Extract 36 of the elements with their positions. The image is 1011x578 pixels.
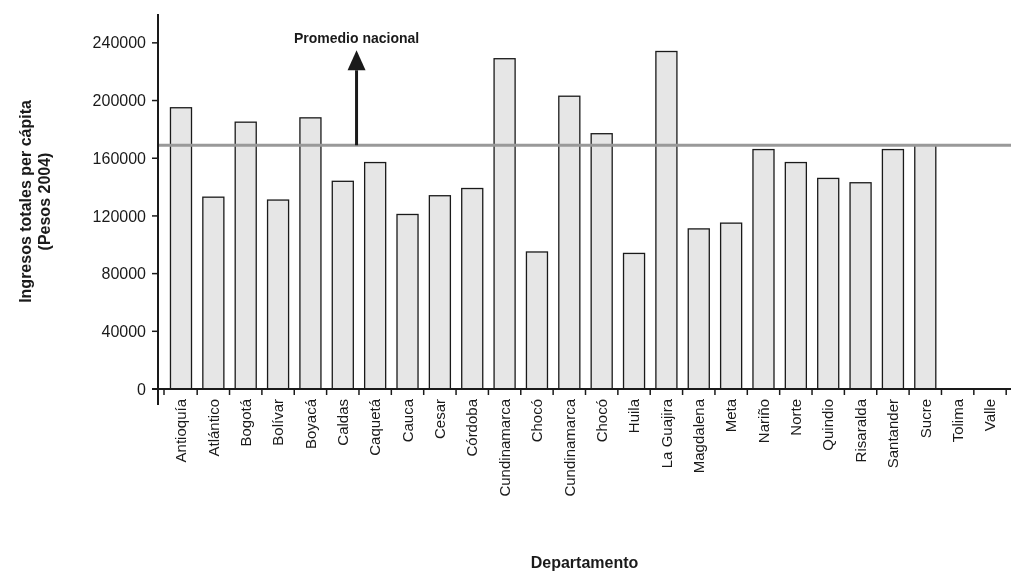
y-tick-label: 120000 xyxy=(92,207,147,225)
x-tick-label: Norte xyxy=(787,399,805,436)
x-tick-label: Huila xyxy=(625,398,643,434)
x-tick-label: Santander xyxy=(884,399,902,469)
y-tick-label: 80000 xyxy=(101,265,147,283)
x-tick-label: Caquetá xyxy=(366,398,384,456)
x-tick-label: Chocó xyxy=(592,399,610,443)
x-tick-label: Risaralda xyxy=(851,398,869,463)
x-tick-label: Meta xyxy=(722,398,740,433)
x-tick-label: Córdoba xyxy=(463,398,481,457)
x-tick-label: Cundinamarca xyxy=(495,398,513,497)
x-tick-label: Chocó xyxy=(528,399,546,443)
annotation: Promedio nacional xyxy=(293,30,420,47)
x-tick-label: Magdalena xyxy=(690,398,708,474)
y-tick-label: 160000 xyxy=(92,149,147,167)
y-tick-label: 200000 xyxy=(92,92,147,110)
x-tick-label: Bogotá xyxy=(236,398,254,447)
y-axis-title: Ingresos totales per cápita (Pesos 2004) xyxy=(17,100,53,303)
x-tick-label: Bolívar xyxy=(269,399,287,446)
x-tick-label: La Guajira xyxy=(657,398,675,469)
x-tick-label: Cauca xyxy=(398,398,416,443)
y-tick-label: 0 xyxy=(137,380,147,398)
x-tick-label: Valle xyxy=(981,399,999,432)
x-tick-label: Tolima xyxy=(948,398,966,443)
x-tick-label: Boyacá xyxy=(301,398,319,450)
x-tick-label: Caldas xyxy=(334,399,352,446)
x-tick-label: Quindio xyxy=(819,399,837,451)
x-tick-label: Atlántico xyxy=(204,399,222,457)
x-axis-title: Departamento xyxy=(530,554,639,571)
y-tick-label: 40000 xyxy=(101,322,147,340)
x-tick-label: Nariño xyxy=(754,399,772,444)
x-tick-label: Cesar xyxy=(431,399,449,440)
x-tick-label: Antioquía xyxy=(172,398,190,463)
x-tick-label: Cundinamarca xyxy=(560,398,578,497)
y-tick-label: 240000 xyxy=(92,34,147,52)
x-tick-label: Sucre xyxy=(916,399,934,439)
